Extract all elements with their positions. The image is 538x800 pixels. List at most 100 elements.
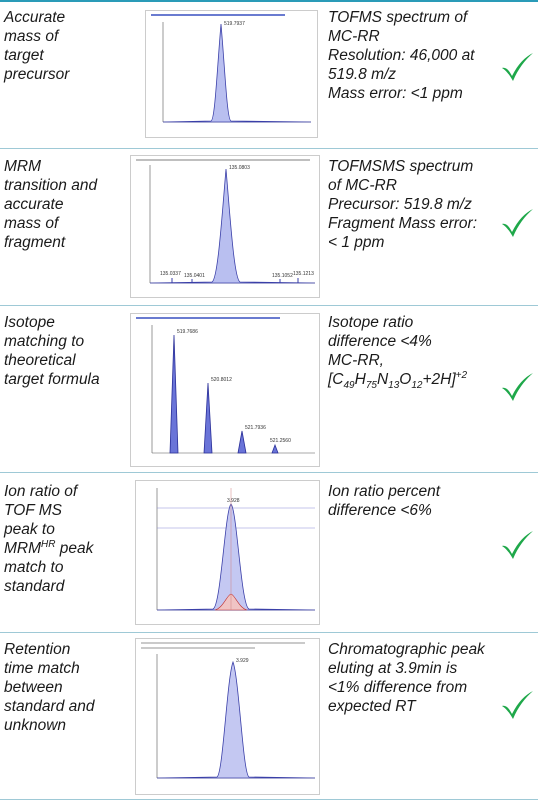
- text-part: [C: [328, 371, 344, 388]
- text-part: H: [354, 371, 366, 388]
- checkmark-shape: [502, 531, 533, 559]
- text-line: standard and: [4, 698, 95, 715]
- text-line: Resolution: 46,000 at: [328, 47, 475, 64]
- criterion-cell: Retention time match between standard and un…: [4, 640, 95, 735]
- text-part: 12: [411, 380, 423, 392]
- peak-label: 520.8012: [211, 377, 232, 383]
- text-line: target: [4, 47, 44, 64]
- chromatogram-thumbnail: 3.928: [135, 480, 320, 625]
- text-line: Accurate: [4, 9, 66, 26]
- text-line: difference <4%: [328, 333, 432, 350]
- text-part: N: [376, 371, 389, 388]
- text-line: Ion ratio percent: [328, 483, 441, 500]
- text-line: mass of: [4, 215, 59, 232]
- text-part: MRM: [4, 540, 42, 557]
- text-part: 13: [388, 380, 400, 392]
- text-line: of MC-RR: [328, 177, 397, 194]
- checkmark-shape: [502, 691, 533, 719]
- text-line: Mass error: <1 ppm: [328, 85, 463, 102]
- text-part: peak: [55, 540, 94, 557]
- checkmark-shape: [502, 373, 533, 401]
- text-line: MRM: [4, 158, 42, 175]
- text-line: difference <6%: [328, 502, 432, 519]
- result-cell: TOFMSMS spectrum of MC-RR Precursor: 519.8…: [328, 157, 477, 252]
- text-line: between: [4, 679, 63, 696]
- text-line: TOFMSMS spectrum: [328, 158, 474, 175]
- checkmark: [502, 209, 533, 237]
- text-line: 519.8 m/z: [328, 66, 397, 83]
- top-border: [0, 0, 538, 2]
- checkmark-shape: [502, 53, 533, 81]
- text-line: Chromatographic peak: [328, 641, 485, 658]
- peak-label: 135.1052: [272, 273, 293, 279]
- spectrum-thumbnail: 519.7937: [145, 10, 318, 138]
- text-line: MC-RR: [328, 28, 380, 45]
- text-line: MC-RR,: [328, 352, 384, 369]
- peak-label: 519.7686: [177, 329, 198, 335]
- text-line: Isotope ratio: [328, 314, 414, 331]
- text-line: target formula: [4, 371, 100, 388]
- text-line: precursor: [4, 66, 70, 83]
- text-line: [C49H75N13O12+2H]+2: [328, 369, 468, 392]
- text-line: expected RT: [328, 698, 416, 715]
- checkmark: [502, 373, 533, 401]
- criterion-cell: Ion ratio of TOF MS peak to MRMHR peak match…: [4, 482, 93, 596]
- text-line: peak to: [4, 521, 55, 538]
- text-line: matching to: [4, 333, 85, 350]
- chromatogram-thumbnail: 3.929: [135, 638, 320, 795]
- text-part: O: [399, 371, 412, 388]
- result-cell: TOFMS spectrum of MC-RR Resolution: 46,000…: [328, 8, 475, 103]
- text-part: 49: [343, 380, 355, 392]
- result-cell: Ion ratio percent difference <6%: [328, 482, 440, 520]
- checkmark: [502, 531, 533, 559]
- text-line: < 1 ppm: [328, 234, 385, 251]
- checkmark: [502, 53, 533, 81]
- peak-label: 135.1213: [293, 271, 314, 277]
- peak-label: 135.0803: [229, 165, 250, 171]
- text-line: TOF MS: [4, 502, 62, 519]
- result-cell: Isotope ratio difference <4% MC-RR, [C49H75…: [328, 313, 468, 392]
- row-separator: [0, 305, 538, 306]
- peak-label: 521.7936: [245, 425, 266, 431]
- text-line: transition and: [4, 177, 98, 194]
- text-line: Fragment Mass error:: [328, 215, 478, 232]
- text-line: Isotope: [4, 314, 55, 331]
- text-line: match to: [4, 559, 64, 576]
- result-cell: Chromatographic peak eluting at 3.9min is…: [328, 640, 485, 716]
- peak-label: 3.928: [227, 498, 240, 504]
- peak-label: 135.0337: [160, 271, 181, 277]
- spectrum-thumbnail: 135.0803 135.0337 135.0401 135.1052 135.…: [130, 155, 320, 298]
- text-line: unknown: [4, 717, 67, 734]
- text-part: +2H]: [422, 371, 456, 388]
- spectrum-thumbnail: 519.7686 520.8012 521.7936 521.2560: [130, 313, 320, 467]
- text-line: eluting at 3.9min is: [328, 660, 458, 677]
- text-line: TOFMS spectrum of: [328, 9, 468, 26]
- text-line: theoretical: [4, 352, 76, 369]
- text-line: MRMHR peak: [4, 539, 93, 558]
- checkmark: [502, 691, 533, 719]
- text-line: accurate: [4, 196, 64, 213]
- criterion-cell: Isotope matching to theoretical target form…: [4, 313, 100, 389]
- peak-label: 521.2560: [270, 438, 291, 444]
- text-line: fragment: [4, 234, 66, 251]
- row-separator: [0, 148, 538, 149]
- text-part: +2: [455, 369, 468, 381]
- peak-label: 519.7937: [224, 21, 245, 27]
- peak-label: 135.0401: [184, 273, 205, 279]
- text-part: 75: [365, 380, 377, 392]
- text-line: Precursor: 519.8 m/z: [328, 196, 472, 213]
- checkmark-shape: [502, 209, 533, 237]
- text-line: time match: [4, 660, 80, 677]
- criterion-cell: Accurate mass of target precursor: [4, 8, 69, 84]
- text-line: mass of: [4, 28, 59, 45]
- text-line: <1% difference from: [328, 679, 468, 696]
- row-separator: [0, 632, 538, 633]
- text-part: HR: [41, 538, 56, 550]
- text-line: Retention: [4, 641, 71, 658]
- peak-label: 3.929: [236, 658, 249, 664]
- criterion-cell: MRM transition and accurate mass of fragment: [4, 157, 97, 252]
- text-line: standard: [4, 578, 65, 595]
- row-separator: [0, 472, 538, 473]
- text-line: Ion ratio of: [4, 483, 78, 500]
